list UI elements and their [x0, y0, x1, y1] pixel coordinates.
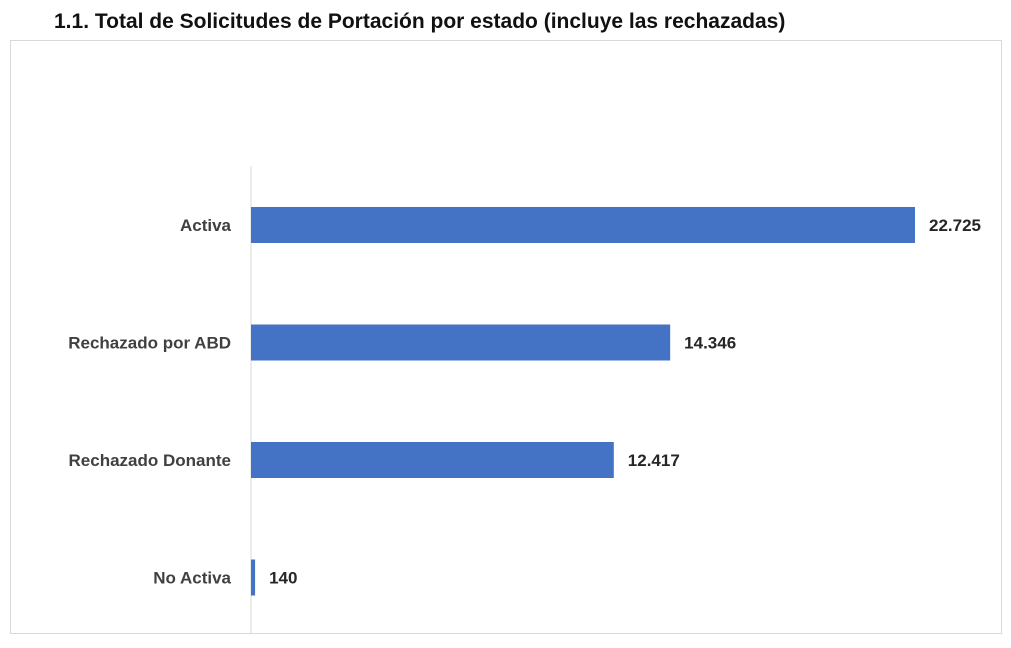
bar-activa [251, 207, 915, 243]
value-label: 140 [269, 569, 297, 588]
bar-rechazado-donante [251, 442, 614, 478]
value-label: 22.725 [929, 216, 981, 235]
value-label: 12.417 [628, 451, 680, 470]
value-label: 14.346 [684, 334, 736, 353]
category-label: No Activa [153, 569, 231, 588]
bar-rechazado-por-abd [251, 324, 671, 361]
page-title: 1.1. Total de Solicitudes de Portación p… [54, 10, 786, 33]
category-label: Activa [180, 216, 232, 235]
category-label: Rechazado Donante [69, 451, 231, 470]
bar-no-activa [251, 559, 256, 596]
category-label: Rechazado por ABD [68, 334, 231, 353]
